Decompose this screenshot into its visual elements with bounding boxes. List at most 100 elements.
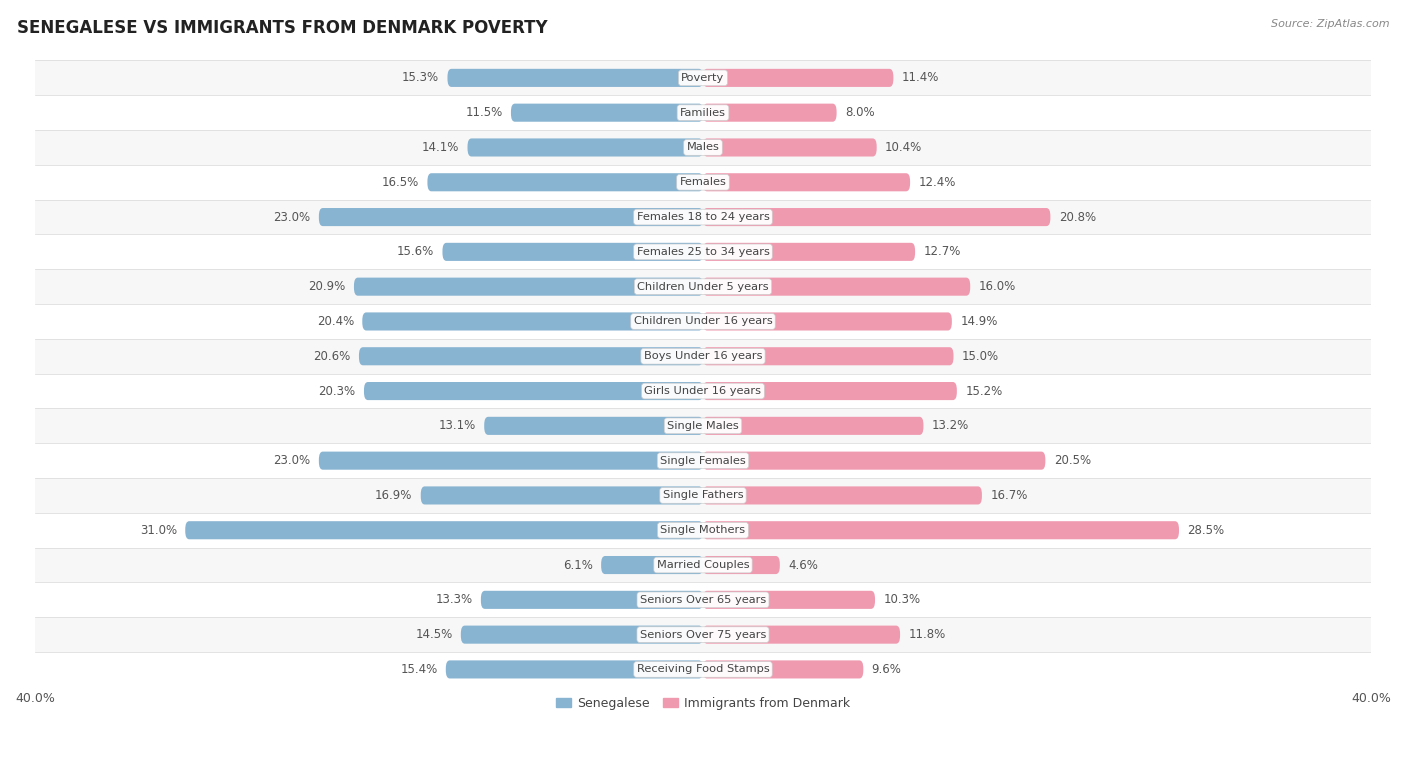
- Bar: [35, 478, 1371, 513]
- Text: 11.4%: 11.4%: [901, 71, 939, 84]
- Bar: [35, 96, 1371, 130]
- Text: 20.3%: 20.3%: [319, 384, 356, 397]
- Text: 15.2%: 15.2%: [965, 384, 1002, 397]
- FancyBboxPatch shape: [602, 556, 703, 574]
- Text: Seniors Over 65 years: Seniors Over 65 years: [640, 595, 766, 605]
- Text: 10.4%: 10.4%: [884, 141, 922, 154]
- Text: 4.6%: 4.6%: [789, 559, 818, 572]
- Bar: [35, 652, 1371, 687]
- Bar: [35, 339, 1371, 374]
- FancyBboxPatch shape: [186, 522, 703, 539]
- FancyBboxPatch shape: [468, 139, 703, 156]
- FancyBboxPatch shape: [703, 104, 837, 122]
- Text: Boys Under 16 years: Boys Under 16 years: [644, 351, 762, 362]
- FancyBboxPatch shape: [703, 556, 780, 574]
- Text: 11.5%: 11.5%: [465, 106, 502, 119]
- Text: Children Under 16 years: Children Under 16 years: [634, 316, 772, 327]
- Text: 16.5%: 16.5%: [382, 176, 419, 189]
- Text: 14.5%: 14.5%: [415, 628, 453, 641]
- Bar: [35, 234, 1371, 269]
- FancyBboxPatch shape: [703, 312, 952, 330]
- FancyBboxPatch shape: [354, 277, 703, 296]
- FancyBboxPatch shape: [703, 243, 915, 261]
- Text: 14.9%: 14.9%: [960, 315, 998, 328]
- Text: Single Fathers: Single Fathers: [662, 490, 744, 500]
- Text: 15.3%: 15.3%: [402, 71, 439, 84]
- FancyBboxPatch shape: [703, 347, 953, 365]
- FancyBboxPatch shape: [447, 69, 703, 87]
- Text: 23.0%: 23.0%: [273, 211, 311, 224]
- FancyBboxPatch shape: [703, 625, 900, 644]
- Text: Single Mothers: Single Mothers: [661, 525, 745, 535]
- Text: Females: Females: [679, 177, 727, 187]
- Bar: [35, 61, 1371, 96]
- Text: 14.1%: 14.1%: [422, 141, 460, 154]
- Text: Seniors Over 75 years: Seniors Over 75 years: [640, 630, 766, 640]
- Text: 13.1%: 13.1%: [439, 419, 475, 432]
- Text: 20.6%: 20.6%: [314, 349, 350, 363]
- Bar: [35, 547, 1371, 582]
- FancyBboxPatch shape: [359, 347, 703, 365]
- Text: 20.4%: 20.4%: [316, 315, 354, 328]
- FancyBboxPatch shape: [484, 417, 703, 435]
- Text: Families: Families: [681, 108, 725, 117]
- FancyBboxPatch shape: [703, 277, 970, 296]
- Text: Receiving Food Stamps: Receiving Food Stamps: [637, 665, 769, 675]
- Text: 20.8%: 20.8%: [1059, 211, 1095, 224]
- Bar: [35, 513, 1371, 547]
- Text: 12.7%: 12.7%: [924, 246, 960, 258]
- Bar: [35, 304, 1371, 339]
- Text: 10.3%: 10.3%: [883, 594, 921, 606]
- Text: 13.3%: 13.3%: [436, 594, 472, 606]
- Text: 9.6%: 9.6%: [872, 663, 901, 676]
- FancyBboxPatch shape: [703, 660, 863, 678]
- Text: 11.8%: 11.8%: [908, 628, 946, 641]
- FancyBboxPatch shape: [703, 522, 1180, 539]
- FancyBboxPatch shape: [703, 590, 875, 609]
- Text: 31.0%: 31.0%: [139, 524, 177, 537]
- FancyBboxPatch shape: [481, 590, 703, 609]
- FancyBboxPatch shape: [443, 243, 703, 261]
- FancyBboxPatch shape: [319, 208, 703, 226]
- Text: Poverty: Poverty: [682, 73, 724, 83]
- Text: Females 18 to 24 years: Females 18 to 24 years: [637, 212, 769, 222]
- FancyBboxPatch shape: [427, 174, 703, 191]
- FancyBboxPatch shape: [703, 69, 893, 87]
- FancyBboxPatch shape: [420, 487, 703, 505]
- Bar: [35, 582, 1371, 617]
- Text: 23.0%: 23.0%: [273, 454, 311, 467]
- Bar: [35, 443, 1371, 478]
- FancyBboxPatch shape: [446, 660, 703, 678]
- Bar: [35, 199, 1371, 234]
- Text: 12.4%: 12.4%: [918, 176, 956, 189]
- FancyBboxPatch shape: [703, 208, 1050, 226]
- FancyBboxPatch shape: [703, 174, 910, 191]
- FancyBboxPatch shape: [364, 382, 703, 400]
- Text: Single Females: Single Females: [661, 456, 745, 465]
- Text: 16.9%: 16.9%: [375, 489, 412, 502]
- Text: 20.9%: 20.9%: [308, 280, 346, 293]
- Text: SENEGALESE VS IMMIGRANTS FROM DENMARK POVERTY: SENEGALESE VS IMMIGRANTS FROM DENMARK PO…: [17, 19, 547, 37]
- Bar: [35, 617, 1371, 652]
- FancyBboxPatch shape: [703, 382, 957, 400]
- FancyBboxPatch shape: [461, 625, 703, 644]
- Text: 15.6%: 15.6%: [396, 246, 434, 258]
- FancyBboxPatch shape: [703, 452, 1046, 470]
- FancyBboxPatch shape: [319, 452, 703, 470]
- Bar: [35, 130, 1371, 165]
- Legend: Senegalese, Immigrants from Denmark: Senegalese, Immigrants from Denmark: [551, 692, 855, 715]
- Text: 13.2%: 13.2%: [932, 419, 969, 432]
- Text: Single Males: Single Males: [666, 421, 740, 431]
- Text: 8.0%: 8.0%: [845, 106, 875, 119]
- FancyBboxPatch shape: [703, 139, 877, 156]
- Text: Source: ZipAtlas.com: Source: ZipAtlas.com: [1271, 19, 1389, 29]
- Text: 15.0%: 15.0%: [962, 349, 1000, 363]
- FancyBboxPatch shape: [363, 312, 703, 330]
- Text: 15.4%: 15.4%: [401, 663, 437, 676]
- Text: Girls Under 16 years: Girls Under 16 years: [644, 386, 762, 396]
- Bar: [35, 409, 1371, 443]
- Text: 16.7%: 16.7%: [990, 489, 1028, 502]
- Bar: [35, 374, 1371, 409]
- FancyBboxPatch shape: [703, 487, 981, 505]
- Text: 16.0%: 16.0%: [979, 280, 1015, 293]
